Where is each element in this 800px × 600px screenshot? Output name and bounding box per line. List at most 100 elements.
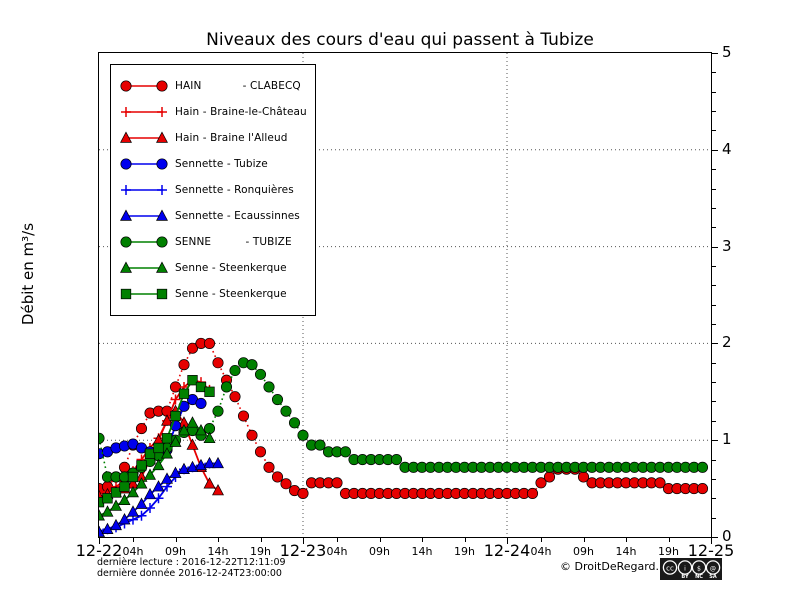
chart-legend: HAIN - CLABECQ Hain - Braine-le-Château Ha… [110, 64, 316, 316]
legend-item-2[interactable]: Hain - Braine l'Alleud [117, 125, 309, 151]
legend-item-4[interactable]: Sennette - Ronquières [117, 177, 309, 203]
x-tick-label-major: 12-22 [75, 541, 123, 560]
data-point [127, 505, 139, 517]
legend-item-3[interactable]: Sennette - Tubize [117, 151, 309, 177]
data-point [339, 446, 352, 458]
data-point [121, 185, 131, 195]
data-point [110, 487, 122, 498]
footer-notes: dernière lecture : 2016-12-22T12:11:09 d… [97, 557, 286, 579]
data-point [178, 423, 190, 436]
data-point [127, 485, 139, 498]
data-point [120, 236, 132, 248]
data-point [288, 417, 301, 429]
data-point [543, 471, 556, 483]
data-point [127, 471, 139, 483]
data-point [178, 388, 190, 399]
data-point [161, 433, 173, 444]
data-point [170, 410, 181, 422]
svg-text:i: i [684, 565, 686, 572]
x-tick-label-minor: 19h [454, 545, 475, 558]
data-point [654, 477, 666, 489]
data-point [271, 471, 284, 483]
legend-label: Sennette - Ronquières [175, 184, 294, 196]
x-tick-mark [507, 538, 508, 544]
x-tick-minor [422, 538, 423, 542]
x-tick-minor [464, 538, 466, 542]
data-point [135, 423, 148, 435]
data-point [212, 405, 224, 417]
legend-item-8[interactable]: Senne - Steenkerque [117, 281, 309, 307]
data-point [144, 468, 156, 480]
legend-item-0[interactable]: HAIN - CLABECQ [117, 73, 309, 99]
data-point [229, 391, 241, 403]
x-tick-minor [626, 538, 627, 542]
x-tick-label-minor: 09h [369, 545, 390, 558]
data-point [120, 261, 132, 273]
data-point [156, 209, 168, 221]
legend-label: SENNE - TUBIZE [175, 236, 292, 248]
y-tick-label: 5 [722, 43, 732, 61]
data-point [246, 359, 258, 371]
x-tick-label-major: 12-25 [687, 541, 735, 560]
legend-label: HAIN - CLABECQ [175, 80, 301, 92]
data-point [212, 456, 224, 469]
y-tick-minor [712, 169, 716, 171]
series-7 [99, 416, 216, 521]
data-point [156, 80, 168, 92]
data-point [212, 483, 224, 496]
data-point [169, 435, 182, 447]
legend-item-7[interactable]: Senne - Steenkerque [117, 255, 309, 281]
y-tick-minor [712, 382, 716, 384]
data-point [102, 493, 113, 504]
y-tick-minor [712, 459, 716, 461]
legend-label: Hain - Braine-le-Château [175, 106, 307, 118]
data-point [120, 131, 132, 143]
data-point [186, 416, 199, 428]
data-point [220, 381, 233, 393]
data-point [120, 158, 132, 170]
y-tick-minor [712, 304, 716, 306]
data-point [161, 414, 173, 426]
data-point [297, 487, 309, 499]
x-tick-label-major: 12-23 [279, 541, 327, 560]
x-tick-label-minor: 04h [326, 545, 348, 558]
data-point [152, 458, 165, 471]
y-tick-minor [712, 478, 716, 480]
y-tick-minor [712, 498, 716, 500]
legend-label: Sennette - Ecaussinnes [175, 210, 300, 222]
legend-item-5[interactable]: Sennette - Ecaussinnes [117, 203, 309, 229]
data-point [118, 513, 131, 525]
y-axis-label: Débit en m³/s [19, 222, 37, 326]
page-title: Niveaux des cours d'eau qui passent à Tu… [206, 30, 594, 50]
data-point [212, 357, 224, 369]
data-point [203, 431, 216, 444]
data-point [187, 375, 198, 386]
legend-symbol [120, 158, 168, 170]
y-tick-mark [712, 149, 718, 151]
data-point [101, 522, 114, 535]
x-tick-label-major: 12-24 [483, 541, 531, 560]
data-point [170, 394, 181, 405]
data-point [161, 472, 173, 484]
data-point [331, 477, 343, 489]
y-tick-label: 3 [722, 236, 732, 255]
footer-last-read: dernière lecture : 2016-12-22T12:11:09 [97, 557, 286, 568]
x-tick-mark [303, 538, 304, 544]
legend-label: Hain - Braine l'Alleud [175, 132, 288, 144]
legend-symbol [121, 107, 167, 117]
x-tick-minor [583, 538, 585, 542]
data-point [186, 438, 199, 450]
y-tick-label: 2 [722, 333, 732, 352]
x-tick-minor [379, 538, 381, 542]
data-point [280, 405, 292, 417]
series-8 [99, 375, 215, 508]
x-tick-minor [133, 538, 134, 542]
x-tick-label-minor: 14h [615, 545, 637, 558]
data-point [99, 525, 105, 537]
data-point [153, 442, 164, 454]
y-tick-mark [712, 343, 718, 345]
y-tick-label: 1 [722, 430, 732, 449]
data-point [144, 487, 156, 500]
legend-item-6[interactable]: SENNE - TUBIZE [117, 229, 309, 255]
legend-item-1[interactable]: Hain - Braine-le-Château [117, 99, 309, 125]
